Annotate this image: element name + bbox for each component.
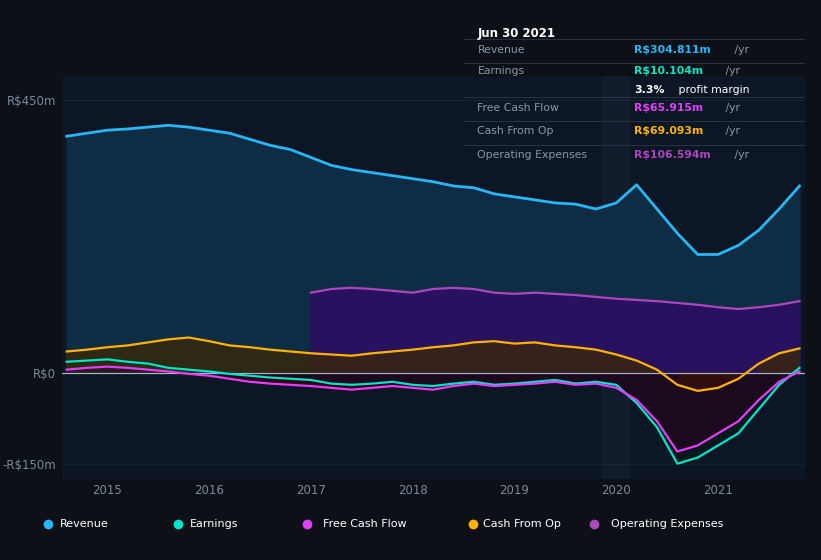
Text: Revenue: Revenue	[60, 519, 108, 529]
Text: Earnings: Earnings	[478, 66, 525, 76]
Text: R$304.811m: R$304.811m	[635, 45, 711, 55]
Text: Jun 30 2021: Jun 30 2021	[478, 27, 556, 40]
Text: R$69.093m: R$69.093m	[635, 126, 704, 136]
Text: /yr: /yr	[722, 103, 740, 113]
Text: R$106.594m: R$106.594m	[635, 150, 711, 160]
Text: Cash From Op: Cash From Op	[478, 126, 554, 136]
Text: Free Cash Flow: Free Cash Flow	[323, 519, 407, 529]
Text: R$10.104m: R$10.104m	[635, 66, 704, 76]
Text: Free Cash Flow: Free Cash Flow	[478, 103, 559, 113]
Text: profit margin: profit margin	[675, 85, 750, 95]
Text: /yr: /yr	[722, 126, 740, 136]
Text: Cash From Op: Cash From Op	[484, 519, 561, 529]
Text: /yr: /yr	[732, 45, 750, 55]
Text: Earnings: Earnings	[190, 519, 238, 529]
Text: /yr: /yr	[722, 66, 740, 76]
Text: Revenue: Revenue	[478, 45, 525, 55]
Text: Operating Expenses: Operating Expenses	[611, 519, 723, 529]
Text: Operating Expenses: Operating Expenses	[478, 150, 588, 160]
Text: R$65.915m: R$65.915m	[635, 103, 704, 113]
Text: 3.3%: 3.3%	[635, 85, 665, 95]
Text: /yr: /yr	[732, 150, 750, 160]
